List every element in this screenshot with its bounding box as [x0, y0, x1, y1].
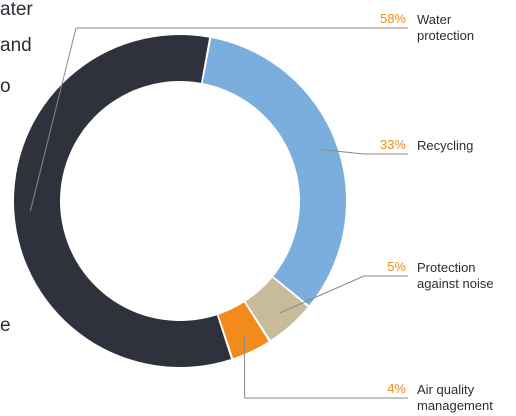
cropped-text-fragment: ater: [0, 0, 33, 20]
leader-line: [279, 275, 365, 314]
leader-line: [320, 148, 365, 155]
leader-line: [29, 27, 77, 212]
cropped-text-fragment: and: [0, 35, 32, 56]
slice-category-label: Protection against noise: [417, 260, 494, 291]
slice-percent-label: 33%: [379, 137, 406, 152]
slice-category-label: Recycling: [417, 138, 474, 153]
cropped-text-fragment: o: [0, 76, 11, 97]
slice-category-label: Water protection: [417, 12, 475, 43]
donut-slice: [202, 37, 347, 306]
donut-slice: [218, 302, 269, 359]
slice-percent-label: 58%: [379, 11, 406, 26]
slice-percent-label: 4%: [387, 381, 406, 396]
donut-slice: [245, 277, 308, 341]
slice-percent-label: 5%: [387, 259, 406, 274]
slice-category-label: Air quality management: [417, 382, 493, 413]
donut-slice: [13, 34, 232, 368]
cropped-text-fragment: e: [0, 315, 11, 336]
